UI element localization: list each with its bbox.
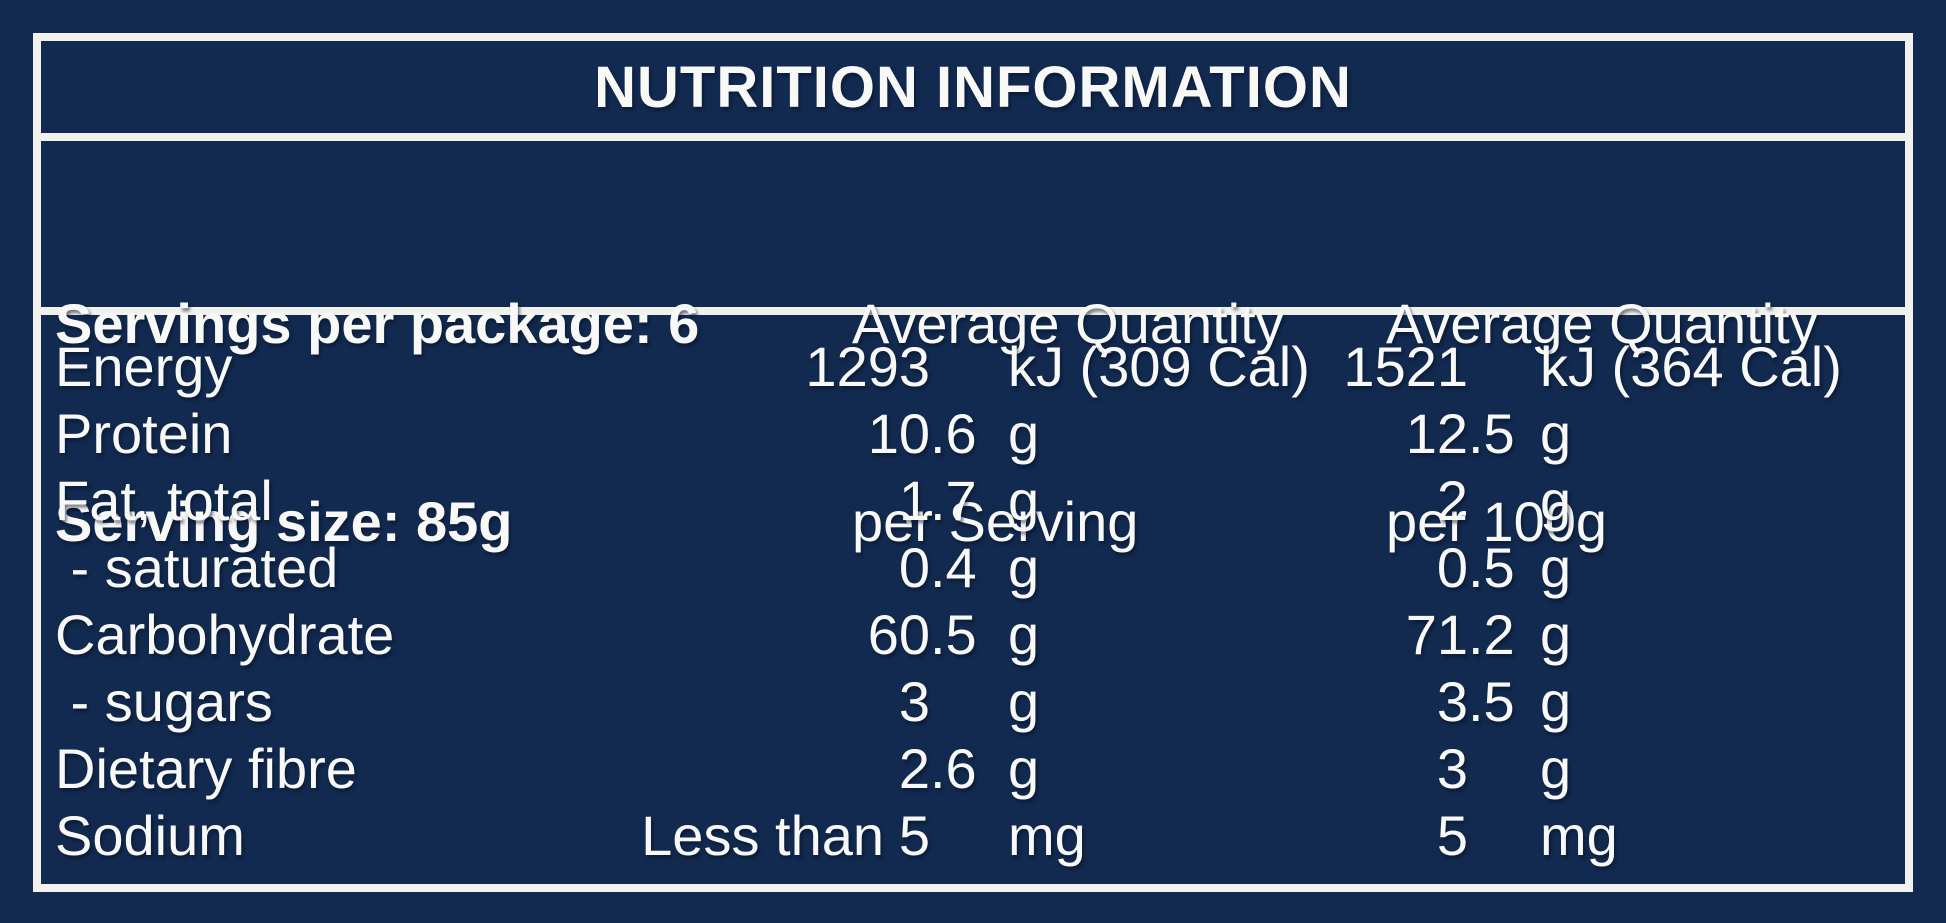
serving-value-int: 2 (898, 737, 930, 800)
quantity-qualifier (596, 467, 890, 534)
per-100g-value-int: 0 (1436, 536, 1468, 599)
per-100g-unit: g (1540, 603, 1572, 666)
serving-value-int: 10 (867, 402, 930, 465)
nutrient-label: Energy (55, 335, 233, 398)
nutrient-label: - sugars (55, 670, 273, 733)
table-row-carbohydrate: Carbohydrate 60 .5 g 71 .2 g (41, 601, 1905, 668)
per-100g-value-int: 3 (1436, 670, 1468, 733)
serving-unit: g (1008, 469, 1040, 532)
panel-title-row: NUTRITION INFORMATION (41, 41, 1905, 141)
per-100g-value-int: 2 (1436, 469, 1468, 532)
servings-per-package-line: Servings per package: 6 (55, 292, 700, 355)
column-header-per-100g: Average Quantity per 100g (1386, 159, 1905, 687)
table-row-saturated-fat: - saturated 0 .4 g 0 .5 g (41, 534, 1905, 601)
nutrient-label: Sodium (55, 804, 245, 867)
per-100g-value-fraction (1468, 333, 1516, 400)
table-row-sodium: Sodium Less than 5 mg 5 mg (41, 802, 1905, 869)
serving-value-fraction: .6 (930, 737, 977, 800)
serving-unit: mg (1008, 804, 1086, 867)
package-info: Servings per package: 6 Serving size: 85… (41, 159, 852, 687)
table-row-dietary-fibre: Dietary fibre 2 .6 g 3 g (41, 735, 1905, 802)
panel-title: NUTRITION INFORMATION (594, 54, 1352, 120)
per-100g-value-fraction: .5 (1468, 670, 1515, 733)
per-100g-unit: g (1540, 536, 1572, 599)
serving-value-int: 60 (867, 603, 930, 666)
per-100g-value-int: 5 (1436, 804, 1468, 867)
serving-value-fraction: .4 (930, 536, 977, 599)
serving-unit: g (1008, 670, 1040, 733)
per-100g-unit: g (1540, 469, 1572, 532)
serving-value-int: 3 (898, 670, 930, 733)
table-row-energy: Energy 1293 kJ (309 Cal) 1521 kJ (364 Ca… (41, 333, 1905, 400)
serving-value-fraction: .6 (930, 402, 977, 465)
column-header-line: Average Quantity (1386, 292, 1818, 355)
per-100g-unit: g (1540, 670, 1572, 733)
serving-value-int: 1293 (805, 335, 930, 398)
serving-unit: g (1008, 402, 1040, 465)
table-row-sugars: - sugars 3 g 3 .5 g (41, 668, 1905, 735)
serving-unit: kJ (309 Cal) (1008, 335, 1310, 398)
quantity-qualifier: Less than (641, 804, 884, 867)
per-100g-unit: kJ (364 Cal) (1540, 335, 1842, 398)
column-header-line: per 100g (1386, 490, 1608, 553)
nutrient-label: Fat, total (55, 469, 273, 532)
per-100g-value-int: 12 (1405, 402, 1468, 465)
per-100g-value-int: 3 (1436, 737, 1468, 800)
serving-unit: g (1008, 737, 1040, 800)
column-header-per-serving: Average Quantity per Serving (852, 159, 1386, 687)
serving-value-fraction (930, 333, 978, 400)
quantity-qualifier (596, 601, 890, 668)
quantity-qualifier (596, 668, 890, 735)
quantity-qualifier (596, 534, 890, 601)
column-header-line: per Serving (852, 490, 1139, 553)
per-100g-value-fraction (1468, 735, 1516, 802)
table-header: Servings per package: 6 Serving size: 85… (41, 141, 1905, 553)
serving-size-line: Serving size: 85g (55, 490, 513, 553)
column-header-line: Average Quantity (852, 292, 1284, 355)
per-100g-value-int: 71 (1405, 603, 1468, 666)
per-100g-value-fraction: .2 (1468, 603, 1515, 666)
serving-value-fraction (930, 668, 978, 735)
nutrient-label: - saturated (55, 536, 339, 599)
quantity-qualifier (596, 735, 890, 802)
serving-unit: g (1008, 536, 1040, 599)
serving-value-int: 1 (898, 469, 930, 532)
serving-value-int: 5 (898, 804, 930, 867)
serving-unit: g (1008, 603, 1040, 666)
table-row-fat-total: Fat, total 1 .7 g 2 g (41, 467, 1905, 534)
per-100g-value-int: 1521 (1343, 335, 1468, 398)
per-100g-unit: g (1540, 737, 1572, 800)
per-100g-value-fraction: .5 (1468, 402, 1515, 465)
nutrient-label: Protein (55, 402, 233, 465)
serving-value-fraction: .5 (930, 603, 977, 666)
per-100g-value-fraction: .5 (1468, 536, 1515, 599)
per-100g-unit: mg (1540, 804, 1618, 867)
nutrition-panel: NUTRITION INFORMATION Servings per packa… (33, 33, 1913, 892)
serving-value-fraction: .7 (930, 469, 977, 532)
nutrient-label: Carbohydrate (55, 603, 395, 666)
per-100g-value-fraction (1468, 802, 1516, 869)
table-row-protein: Protein 10 .6 g 12 .5 g (41, 400, 1905, 467)
nutrient-label: Dietary fibre (55, 737, 357, 800)
per-100g-unit: g (1540, 402, 1572, 465)
serving-value-fraction (930, 802, 978, 869)
nutrition-table-body: Energy 1293 kJ (309 Cal) 1521 kJ (364 Ca… (41, 315, 1905, 869)
serving-value-int: 0 (898, 536, 930, 599)
per-100g-value-fraction (1468, 467, 1516, 534)
quantity-qualifier (596, 400, 890, 467)
